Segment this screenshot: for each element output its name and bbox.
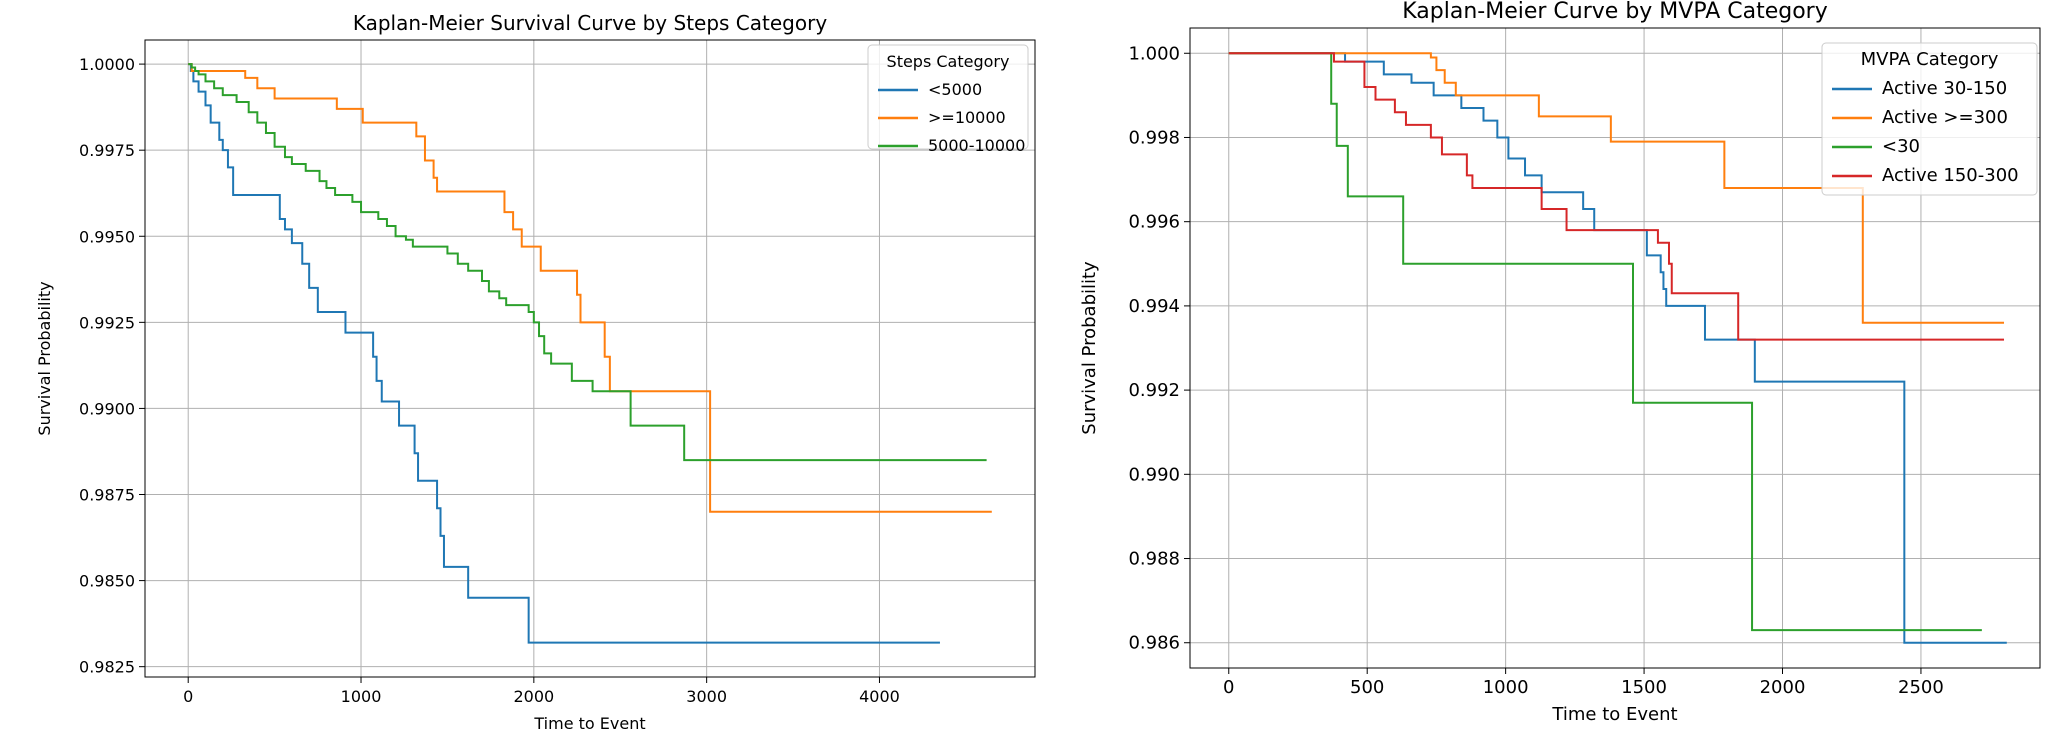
legend-label: 5000-10000 <box>928 136 1025 155</box>
series-line-2 <box>1228 52 2005 324</box>
y-tick-label: 0.998 <box>1128 127 1180 148</box>
legend-box <box>867 44 1029 150</box>
legend-label: <30 <box>1882 136 1920 157</box>
x-tick-label: 1500 <box>1621 677 1667 698</box>
legend-label: <5000 <box>928 80 982 99</box>
series-line-1 <box>188 63 940 644</box>
plot-frame <box>144 39 1036 678</box>
legend-label: Active 150-300 <box>1882 165 2019 186</box>
y-tick-label: 0.992 <box>1128 380 1180 401</box>
y-tick-label: 0.988 <box>1128 549 1180 570</box>
y-tick-label: 1.000 <box>1128 43 1180 64</box>
series-line-1 <box>1228 52 2007 644</box>
legend-title: Steps Category <box>887 52 1010 71</box>
series-line-3 <box>188 63 987 462</box>
plot-frame <box>1189 27 2041 669</box>
y-tick-label: 0.986 <box>1128 633 1180 654</box>
chart-2: 0 500 1000 1500 2000 2500 0.986 0.988 0.990 0.992… <box>1079 0 2041 725</box>
x-axis-label: Time to Event <box>533 714 645 733</box>
y-axis-label: Survival Probability <box>35 281 54 435</box>
chart-title: Kaplan-Meier Survival Curve by Steps Cat… <box>353 11 828 35</box>
x-tick-label: 2000 <box>513 687 554 706</box>
y-tick-label: 0.990 <box>1128 464 1180 485</box>
y-tick-label: 1.0000 <box>79 55 135 74</box>
y-tick-label: 0.994 <box>1128 296 1180 317</box>
x-tick-label: 3000 <box>686 687 727 706</box>
x-tick-label: 2000 <box>1760 677 1806 698</box>
x-tick-label: 500 <box>1350 677 1384 698</box>
legend: Steps Category <5000 >=10000 5000-10000 <box>867 44 1029 155</box>
y-tick-label: 0.9825 <box>79 658 135 677</box>
y-tick-label: 0.9850 <box>79 572 135 591</box>
legend-title: MVPA Category <box>1861 49 1999 70</box>
legend-label: Active 30-150 <box>1882 78 2007 99</box>
y-tick-label: 0.9950 <box>79 227 135 246</box>
x-tick-label: 1000 <box>1483 677 1529 698</box>
series-line-3 <box>1228 52 1982 632</box>
legend-label: >=10000 <box>928 108 1006 127</box>
chart-1: 0 1000 2000 3000 4000 0.9825 0.9850 0.9875 0.990… <box>35 11 1036 733</box>
x-tick-label: 4000 <box>859 687 900 706</box>
y-tick-label: 0.9875 <box>79 486 135 505</box>
legend: MVPA Category Active 30-150 Active >=300 <3… <box>1821 42 2038 196</box>
series-line-2 <box>188 63 992 513</box>
y-tick-label: 0.996 <box>1128 212 1180 233</box>
series-line-4 <box>1228 52 2005 341</box>
x-tick-label: 0 <box>1223 677 1234 698</box>
chart-title: Kaplan-Meier Curve by MVPA Category <box>1402 0 1827 24</box>
x-tick-label: 2500 <box>1898 677 1944 698</box>
x-tick-label: 1000 <box>341 687 382 706</box>
y-tick-label: 0.9925 <box>79 313 135 332</box>
x-axis-label: Time to Event <box>1551 704 1677 725</box>
y-axis-label: Survival Probability <box>1079 261 1100 435</box>
x-tick-label: 0 <box>183 687 193 706</box>
legend-box <box>1821 42 2038 196</box>
y-tick-label: 0.9975 <box>79 141 135 160</box>
legend-label: Active >=300 <box>1882 107 2008 128</box>
y-tick-label: 0.9900 <box>79 399 135 418</box>
